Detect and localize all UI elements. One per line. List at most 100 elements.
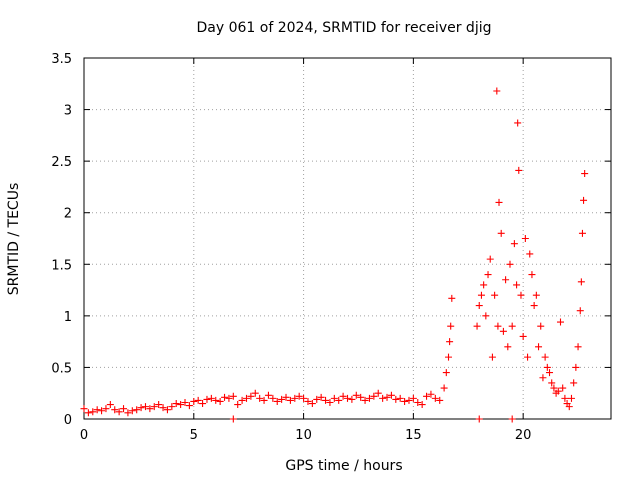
data-point (401, 397, 409, 405)
data-point (374, 389, 382, 397)
data-point (578, 229, 586, 237)
x-tick-label: 15 (405, 428, 422, 443)
data-point (427, 390, 435, 398)
data-point (515, 166, 523, 174)
data-point (530, 302, 538, 310)
plot-frame (83, 57, 612, 420)
data-point (225, 394, 233, 402)
y-tick-label: 1.5 (51, 258, 72, 273)
data-point (565, 403, 573, 411)
data-point (574, 343, 582, 351)
data-point (550, 384, 558, 392)
data-point (436, 396, 444, 404)
data-point (513, 281, 521, 289)
data-point (229, 415, 237, 423)
data-point (190, 397, 198, 405)
data-point (506, 260, 514, 268)
data-points (80, 87, 589, 423)
data-point (185, 402, 193, 410)
data-point (264, 391, 272, 399)
data-point (517, 291, 525, 299)
data-point (392, 395, 400, 403)
data-point (508, 415, 516, 423)
data-point (291, 394, 299, 402)
data-point (80, 405, 88, 413)
data-point (480, 281, 488, 289)
data-point (344, 394, 351, 402)
x-tick-label: 10 (295, 428, 312, 443)
data-point (508, 322, 516, 330)
data-point (326, 398, 334, 406)
data-point (84, 409, 92, 417)
data-point (493, 87, 501, 95)
data-point (440, 384, 448, 392)
data-point (89, 408, 97, 416)
chart-title: Day 061 of 2024, SRMTID for receiver dji… (197, 20, 492, 36)
data-point (548, 379, 556, 387)
y-tick-label: 0.5 (51, 361, 72, 376)
x-tick-label: 5 (190, 428, 198, 443)
gridlines (84, 58, 611, 419)
data-point (572, 363, 580, 371)
data-point (442, 369, 450, 377)
data-point (477, 291, 485, 299)
data-point (379, 394, 387, 402)
data-point (177, 401, 185, 409)
data-point (447, 322, 455, 330)
data-point (111, 406, 119, 414)
data-point (448, 294, 456, 302)
data-point (446, 338, 454, 346)
data-point (221, 393, 229, 401)
data-point (124, 409, 132, 417)
data-point (526, 250, 534, 258)
data-point (181, 398, 189, 406)
y-tick-label: 3.5 (51, 52, 72, 67)
data-point (418, 401, 426, 409)
data-point (203, 395, 211, 403)
data-point (502, 276, 510, 284)
data-point (577, 278, 585, 286)
data-point (528, 271, 536, 279)
data-point (229, 392, 237, 400)
data-point (514, 119, 522, 127)
data-point (308, 400, 316, 408)
data-point (260, 396, 268, 404)
data-point (524, 353, 532, 361)
data-point (150, 403, 158, 411)
data-point (163, 406, 171, 414)
data-point (423, 392, 431, 400)
x-tick-label: 0 (80, 428, 88, 443)
data-point (159, 404, 167, 412)
data-point (543, 363, 551, 371)
x-tick-label: 20 (515, 428, 532, 443)
data-point (207, 394, 215, 402)
data-point (405, 396, 413, 404)
data-point (497, 229, 505, 237)
y-tick-label: 2.5 (51, 155, 72, 170)
y-tick-label: 1 (64, 310, 72, 325)
data-point (473, 322, 481, 330)
data-point (559, 384, 567, 392)
data-point (370, 392, 378, 400)
data-point (535, 343, 543, 351)
data-point (383, 393, 391, 401)
data-point (365, 394, 373, 402)
data-point (409, 394, 417, 402)
data-point (199, 400, 207, 408)
data-point (242, 394, 250, 402)
data-point (278, 395, 286, 403)
data-point (339, 392, 347, 400)
data-point (115, 408, 123, 416)
y-tick-label: 0 (64, 413, 72, 428)
data-point (256, 394, 264, 402)
y-axis-title: SRMTID / TECUs (6, 183, 22, 296)
data-point (510, 240, 518, 248)
data-point (106, 401, 114, 409)
data-point (519, 332, 527, 340)
data-point (128, 407, 136, 415)
data-point (361, 396, 369, 404)
data-point (137, 404, 145, 412)
data-point (488, 353, 496, 361)
data-point (357, 393, 365, 401)
